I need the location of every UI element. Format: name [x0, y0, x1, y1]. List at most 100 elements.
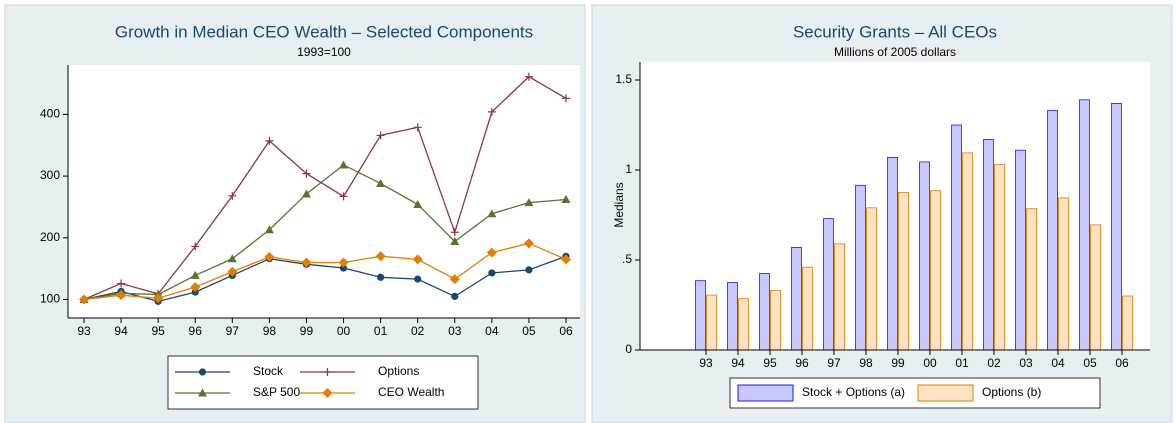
legend-swatch: [737, 384, 794, 402]
bar: [994, 164, 1005, 351]
y-tick-label: 400: [40, 107, 60, 121]
marker: [449, 274, 460, 285]
x-tick-label: 96: [795, 356, 809, 370]
marker: [191, 242, 200, 251]
chart-subtitle: Millions of 2005 dollars: [834, 45, 956, 59]
x-tick-label: 95: [763, 356, 777, 370]
bar: [1026, 208, 1037, 351]
x-tick-label: 98: [859, 356, 873, 370]
marker: [116, 290, 127, 301]
x-tick-label: 02: [411, 324, 425, 338]
x-tick-label: 94: [731, 356, 745, 370]
x-tick-label: 00: [923, 356, 937, 370]
marker: [301, 189, 311, 198]
chart-subtitle: 1993=100: [297, 45, 351, 59]
legend-label: Stock + Options (a): [802, 385, 905, 399]
x-tick-label: 97: [226, 324, 240, 338]
chart-title: Growth in Median CEO Wealth – Selected C…: [115, 22, 533, 41]
x-tick-label: 06: [559, 324, 573, 338]
x-tick-label: 00: [337, 324, 351, 338]
y-tick-label: 200: [40, 230, 60, 244]
plot-area-left: [68, 65, 580, 318]
series-line: [83, 75, 567, 301]
x-tick-label: 05: [522, 324, 536, 338]
marker: [525, 266, 533, 274]
marker: [376, 178, 386, 187]
series-line: [83, 164, 567, 301]
y-tick-label: .5: [622, 252, 632, 266]
bar: [1047, 110, 1058, 351]
marker: [375, 251, 386, 262]
x-tick-label: 95: [151, 324, 165, 338]
bar: [1122, 295, 1133, 351]
bar: [770, 290, 781, 351]
marker: [190, 270, 200, 279]
marker: [376, 131, 385, 140]
marker: [561, 254, 571, 265]
x-tick-label: 06: [1115, 356, 1129, 370]
bar: [951, 124, 962, 351]
bar: [962, 152, 973, 351]
legend-label: Stock: [253, 364, 284, 378]
marker: [153, 293, 164, 304]
marker: [487, 107, 496, 116]
bar: [1090, 224, 1101, 351]
legend-swatch: [917, 384, 974, 402]
legend-label: S&P 500: [253, 385, 300, 399]
bar: [887, 156, 898, 351]
marker: [302, 169, 311, 178]
marker: [377, 273, 385, 281]
x-tick-label: 98: [263, 324, 277, 338]
legend-label: Options: [378, 364, 419, 378]
marker: [322, 388, 333, 398]
marker: [562, 94, 570, 103]
marker: [228, 191, 237, 200]
bar: [866, 207, 877, 351]
marker: [451, 292, 459, 301]
bar: [983, 138, 994, 351]
bar: [695, 280, 706, 351]
marker: [486, 247, 497, 258]
bar: [738, 298, 749, 351]
x-tick-label: 01: [955, 356, 969, 370]
x-tick-label: 04: [485, 324, 499, 338]
marker: [487, 209, 497, 218]
marker: [339, 160, 349, 169]
bar: [855, 184, 866, 351]
x-tick-label: 99: [300, 324, 314, 338]
marker: [190, 282, 201, 293]
x-tick-label: 93: [77, 324, 91, 338]
marker: [524, 72, 533, 81]
y-tick-label: 1: [625, 162, 632, 176]
y-tick-label: 0: [625, 342, 632, 356]
marker: [338, 257, 349, 268]
bar: [1111, 103, 1122, 351]
marker: [523, 238, 534, 249]
x-tick-label: 97: [827, 356, 841, 370]
bar: [898, 192, 909, 351]
series-line: [83, 242, 567, 301]
x-tick-label: 02: [987, 356, 1001, 370]
y-axis-label: Medians: [612, 182, 626, 227]
bar: [759, 273, 770, 351]
marker: [264, 251, 275, 262]
y-tick-label: 100: [40, 292, 60, 306]
marker: [227, 266, 238, 277]
legend-label: Options (b): [982, 385, 1041, 399]
marker: [450, 228, 459, 237]
x-tick-label: 94: [114, 324, 128, 338]
x-tick-label: 05: [1083, 356, 1097, 370]
marker: [227, 254, 237, 263]
marker: [524, 198, 534, 207]
marker: [413, 123, 422, 132]
marker: [198, 368, 207, 376]
marker: [264, 225, 274, 234]
legend-left: [167, 355, 479, 410]
marker: [561, 195, 571, 204]
marker: [488, 269, 496, 277]
x-tick-label: 01: [374, 324, 388, 338]
marker: [412, 254, 423, 265]
marker: [339, 192, 348, 201]
x-tick-label: 03: [448, 324, 462, 338]
bar: [802, 266, 813, 351]
